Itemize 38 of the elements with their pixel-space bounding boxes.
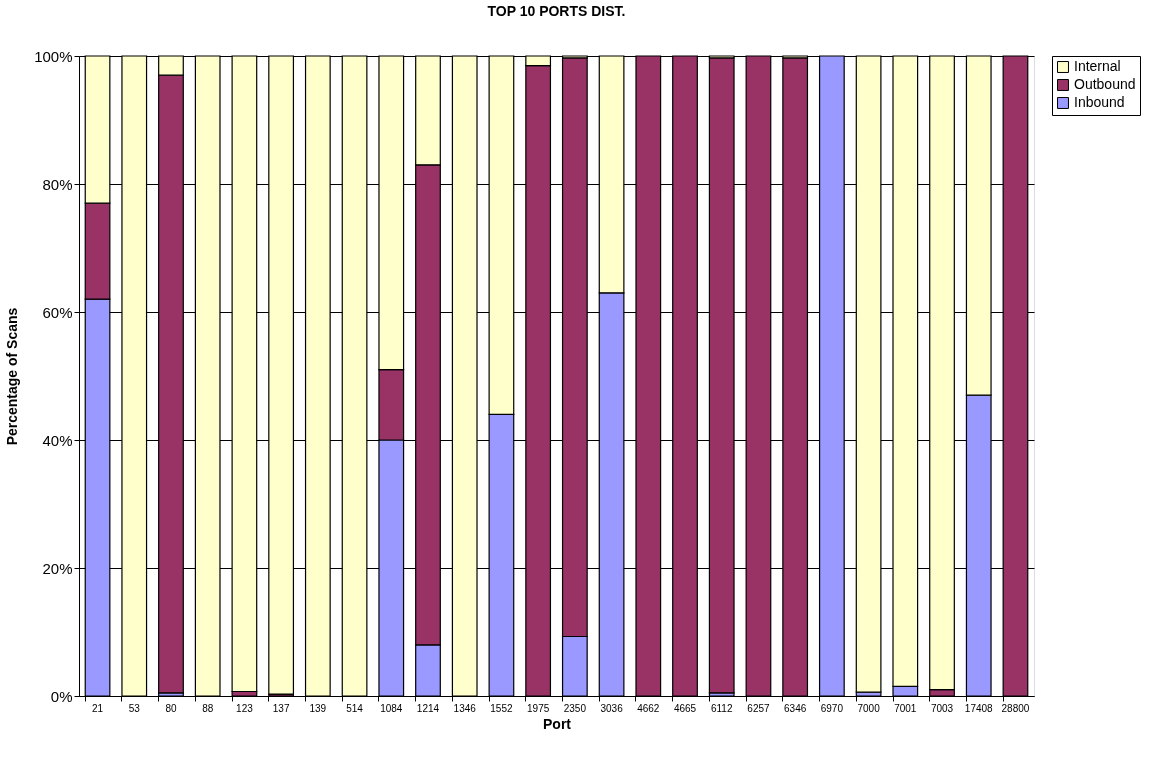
y-tick-label: 0%	[50, 687, 73, 705]
x-tick-label: 1214	[416, 702, 440, 714]
x-tick-label: 1552	[490, 702, 513, 714]
legend-label: Inbound	[1074, 94, 1125, 110]
legend-label: Internal	[1074, 58, 1121, 74]
x-tick-label: 6346	[784, 702, 807, 714]
x-tick-label: 2350	[563, 702, 587, 714]
y-tick-label: 100%	[34, 47, 73, 65]
x-tick-label: 6112	[710, 702, 733, 714]
x-tick-label: 137	[272, 702, 290, 714]
x-tick-label: 88	[202, 702, 214, 714]
x-tick-label: 123	[236, 702, 254, 714]
x-tick-label: 4665	[673, 702, 697, 714]
y-tick-label: 60%	[42, 303, 73, 321]
x-tick-label: 80	[165, 702, 177, 714]
x-tick-label: 139	[309, 702, 327, 714]
x-axis-title: Port	[543, 715, 572, 732]
x-tick-label: 7000	[857, 702, 881, 714]
x-tick-label: 1975	[527, 702, 550, 714]
legend-label: Outbound	[1074, 76, 1136, 92]
x-tick-label: 6970	[820, 702, 844, 714]
x-tick-label: 514	[346, 702, 364, 714]
y-tick-label: 20%	[42, 559, 73, 577]
y-tick-label: 40%	[42, 431, 73, 449]
x-tick-label: 6257	[747, 702, 770, 714]
x-tick-label: 1346	[453, 702, 477, 714]
x-tick-label: 7003	[930, 702, 954, 714]
y-axis-title: Percentage of Scans	[4, 307, 21, 446]
x-tick-label: 4662	[637, 702, 660, 714]
x-tick-label: 53	[128, 702, 141, 714]
x-tick-label: 3036	[600, 702, 624, 714]
chart-title: TOP 10 PORTS DIST.	[487, 3, 626, 19]
x-tick-label: 21	[91, 702, 104, 714]
x-tick-label: 7001	[894, 702, 917, 714]
x-tick-label: 28800	[1001, 702, 1030, 714]
x-tick-label: 17408	[964, 702, 994, 714]
y-tick-label: 80%	[42, 175, 73, 193]
x-tick-label: 1084	[380, 702, 403, 714]
